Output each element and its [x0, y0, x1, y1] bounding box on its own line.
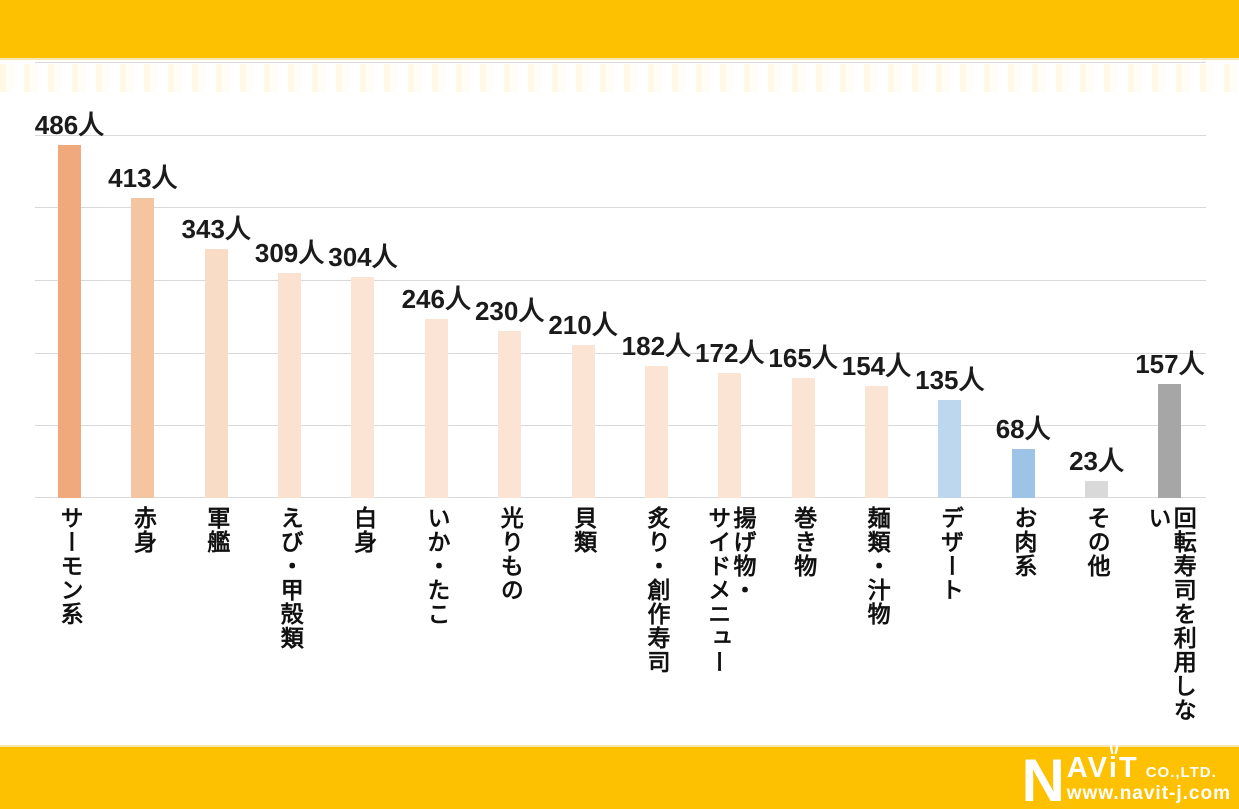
- value-label: 172人: [695, 338, 765, 368]
- value-label: 23人: [1069, 446, 1124, 476]
- value-label: 413人: [108, 163, 178, 193]
- value-label: 135人: [915, 365, 985, 395]
- bar: [865, 386, 888, 498]
- category-label: 麺類・汁物: [864, 506, 891, 626]
- logo-letters-av: AV: [1066, 752, 1109, 784]
- bar: [278, 273, 301, 498]
- bar: [1085, 481, 1108, 498]
- logo-company-suffix: CO.,LTD.: [1145, 764, 1217, 781]
- value-label: 165人: [768, 343, 838, 373]
- value-label: 157人: [1135, 349, 1205, 379]
- logo-right-block: AV iT CO.,LTD. www.navit-j.com: [1066, 744, 1231, 804]
- rabbit-ears-icon: [1109, 744, 1119, 754]
- category-label: 炙り・創作寿司: [644, 506, 671, 674]
- bar: [1158, 384, 1181, 498]
- value-label: 246人: [401, 284, 471, 314]
- top-banner: [0, 0, 1239, 60]
- value-label: 309人: [254, 238, 325, 268]
- logo-letter-t: T: [1118, 752, 1139, 784]
- bar: [58, 145, 81, 498]
- category-label: 白身: [350, 506, 377, 554]
- category-label: サーモン系: [57, 506, 84, 626]
- logo-letter-i: i: [1108, 744, 1119, 784]
- category-label: えび・甲殻類: [277, 506, 304, 650]
- value-label: 230人: [474, 296, 545, 326]
- category-label: いか・たこ: [423, 506, 450, 626]
- value-label: 68人: [995, 414, 1051, 444]
- category-label: 光りもの: [497, 506, 524, 602]
- bar: [205, 249, 228, 498]
- logo-wordmark: AV iT: [1066, 744, 1139, 784]
- category-label: 揚げ物・ サイドメニュー: [704, 506, 757, 674]
- plot-area: 486人 413人 343人 309人 304人 246人 230人 210人 182人 172人…: [35, 62, 1206, 498]
- gridline: [35, 62, 1206, 63]
- category-label: 巻き物: [790, 506, 817, 578]
- bottom-banner: N AV iT CO.,LTD. www.navit-j.com: [0, 744, 1239, 809]
- bar: [425, 319, 448, 498]
- value-label: 486人: [34, 110, 105, 140]
- logo-letter-n: N: [1021, 747, 1065, 809]
- bar: [498, 331, 521, 498]
- category-label: 軍艦: [203, 506, 230, 554]
- category-label: お肉系: [1010, 506, 1037, 578]
- gridline: [35, 207, 1206, 209]
- navit-logo: N AV iT CO.,LTD. www.navit-j.com: [1021, 744, 1231, 809]
- logo-wordmark-row: AV iT CO.,LTD.: [1066, 744, 1231, 784]
- gridline: [35, 425, 1206, 427]
- gridline: [35, 280, 1206, 281]
- value-label: 343人: [181, 214, 251, 244]
- category-label: デザート: [937, 506, 964, 602]
- bar: [1012, 449, 1035, 498]
- bar: [792, 378, 815, 498]
- bar: [351, 277, 374, 498]
- category-label: その他: [1084, 506, 1111, 578]
- bar: [718, 373, 741, 498]
- gridline: [35, 497, 1206, 498]
- bar: [938, 400, 961, 498]
- gridline: [35, 352, 1206, 354]
- bar: [572, 345, 595, 498]
- category-label: 貝類: [570, 506, 597, 554]
- category-label: 回転寿司を利用しない: [1144, 506, 1197, 722]
- x-axis-labels: サーモン系 赤身 軍艦 えび・甲殻類 白身 いか・たこ 光りもの 貝類 炙り・創作寿司 揚げ物・ …: [0, 506, 1239, 738]
- value-label: 210人: [548, 310, 618, 340]
- gridline: [35, 134, 1206, 136]
- bar: [131, 198, 154, 498]
- bar: [645, 366, 668, 498]
- logo-url: www.navit-j.com: [1066, 783, 1231, 804]
- logo-letter-i-glyph: i: [1108, 752, 1119, 784]
- value-label: 182人: [621, 331, 692, 361]
- value-label: 304人: [328, 242, 398, 272]
- value-label: 154人: [841, 351, 912, 381]
- category-label: 赤身: [130, 506, 157, 554]
